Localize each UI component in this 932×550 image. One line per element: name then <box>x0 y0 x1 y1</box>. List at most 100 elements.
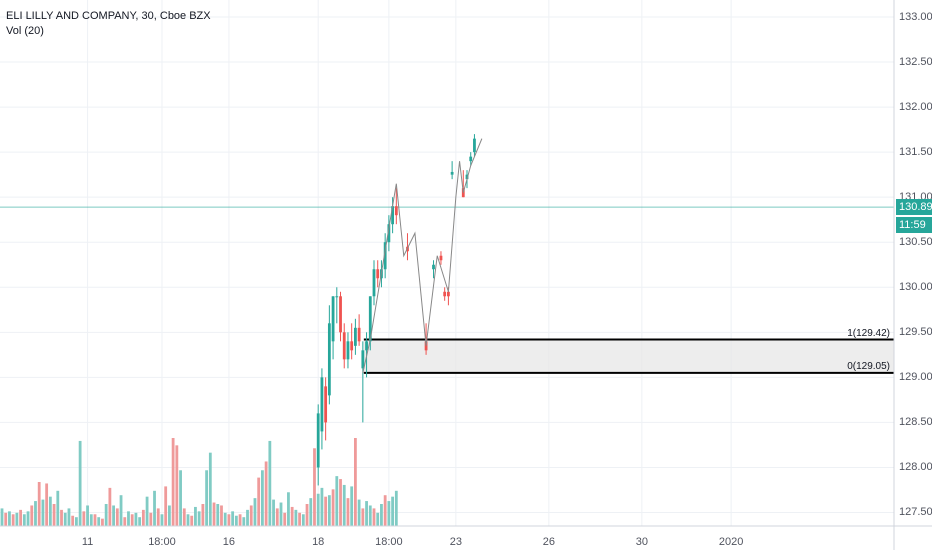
price-tick-label: 131.50 <box>899 146 932 159</box>
volume-bar <box>194 506 197 526</box>
volume-bar <box>339 479 342 526</box>
volume-bar <box>268 440 272 526</box>
volume-bar <box>223 512 227 526</box>
volume-bar <box>8 511 11 526</box>
volume-bar <box>82 511 86 526</box>
candle-body <box>346 341 350 360</box>
volume-bar <box>34 501 37 526</box>
volume-bar <box>227 514 231 526</box>
volume-bar <box>19 509 22 526</box>
volume-bar <box>0 508 4 526</box>
volume-bar <box>26 511 30 526</box>
volume-bar <box>394 490 398 526</box>
volume-bar <box>160 514 164 526</box>
time-tick-label: 2020 <box>718 536 744 548</box>
volume-bar <box>60 509 63 526</box>
volume-bar <box>231 511 235 526</box>
time-tick-label: 30 <box>635 536 648 548</box>
volume-bar <box>22 514 26 526</box>
candle-body <box>320 377 324 432</box>
volume-bar <box>71 515 75 526</box>
volume-bar <box>197 511 201 526</box>
volume-bar <box>216 504 220 526</box>
volume-bar <box>201 504 205 526</box>
price-tick-label: 133.00 <box>899 11 932 23</box>
volume-bar <box>205 470 208 526</box>
candle-body <box>342 332 346 360</box>
volume-bar <box>89 514 93 526</box>
candle-body <box>447 291 450 297</box>
volume-bar <box>149 512 153 526</box>
candle-body <box>357 327 361 342</box>
volume-bar <box>346 498 350 526</box>
price-tick-label: 128.00 <box>899 461 932 474</box>
volume-bar <box>164 486 168 526</box>
volume-bar <box>119 495 123 526</box>
volume-bar <box>130 514 134 526</box>
volume-bar <box>123 517 127 526</box>
volume-bar <box>101 518 104 526</box>
volume-bar <box>380 504 383 526</box>
price-tick-label: 132.50 <box>899 56 932 69</box>
candle-body <box>324 386 328 423</box>
volume-bar <box>30 505 34 526</box>
time-tick-label: 18:00 <box>375 536 403 548</box>
candle-body <box>376 269 380 279</box>
volume-bar <box>4 512 8 526</box>
volume-bar <box>175 445 179 526</box>
volume-bar <box>115 508 119 526</box>
candle-body <box>331 296 335 342</box>
volume-bar <box>313 448 316 526</box>
volume-bar <box>354 438 357 526</box>
bar-countdown-label: 11:59 <box>896 217 932 234</box>
candle-body <box>354 327 357 346</box>
candle-body <box>387 224 391 243</box>
symbol-title[interactable]: ELI LILLY AND COMPANY, 30, Cboe BZX <box>6 10 211 22</box>
candle-body <box>316 413 320 468</box>
candle-body <box>394 206 398 216</box>
volume-bar <box>331 489 335 526</box>
volume-bar <box>294 509 298 526</box>
candle-body <box>372 269 376 297</box>
volume-bar <box>190 515 194 526</box>
time-tick-label: 23 <box>449 536 462 548</box>
candle-body <box>473 138 476 153</box>
candle-body <box>450 171 454 175</box>
fib-band <box>363 339 895 373</box>
time-tick-label: 18 <box>312 536 325 548</box>
volume-bar <box>112 505 115 526</box>
volume-bar <box>261 470 264 526</box>
zigzag-drawing[interactable] <box>362 138 483 373</box>
candle-body <box>350 341 354 351</box>
volume-bar <box>316 493 320 526</box>
candle-body <box>432 264 435 270</box>
volume-bar <box>52 504 56 526</box>
volume-bar <box>387 501 391 526</box>
price-tick-label: 129.50 <box>899 326 932 339</box>
volume-bar <box>108 487 112 526</box>
fib-level-label: 0(129.05) <box>847 360 890 372</box>
volume-bar <box>156 508 160 526</box>
volume-bar <box>234 515 238 526</box>
price-tick-label: 128.50 <box>899 416 932 429</box>
volume-bar <box>246 509 249 526</box>
fib-retracement[interactable] <box>363 338 895 374</box>
volume-bars <box>0 438 398 526</box>
volume-bar <box>63 512 67 526</box>
volume-bar <box>350 486 354 526</box>
volume-bar <box>127 511 130 526</box>
volume-indicator-label[interactable]: Vol (20) <box>6 25 44 37</box>
volume-bar <box>365 501 368 526</box>
volume-bar <box>264 461 268 526</box>
volume-bar <box>327 495 331 526</box>
volume-bar <box>301 514 305 526</box>
price-tick-label: 130.50 <box>899 236 932 249</box>
volume-bar <box>212 502 216 526</box>
volume-bar <box>186 514 190 526</box>
volume-bar <box>208 452 212 526</box>
volume-bar <box>272 499 275 526</box>
volume-bar <box>287 492 290 526</box>
volume-bar <box>324 496 328 526</box>
